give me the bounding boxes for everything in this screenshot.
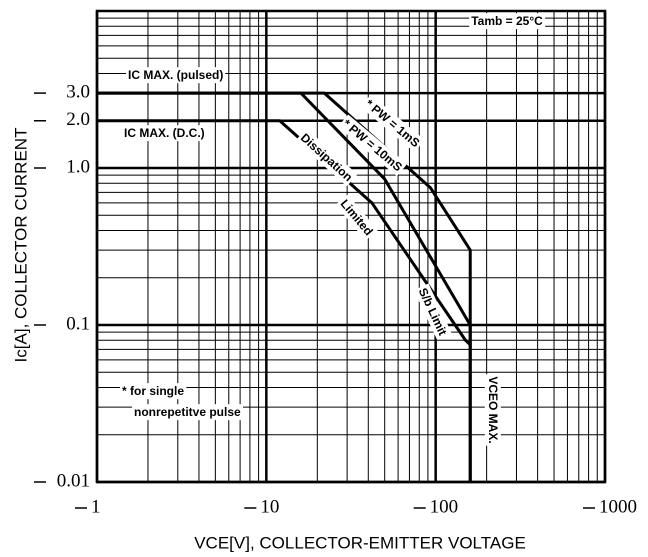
series-line [97,119,472,346]
label-bg [120,383,187,400]
series-line [97,91,472,482]
y-tick-label: 0.01 [57,470,90,491]
label-bg [484,374,501,446]
label-bg [132,404,244,421]
label-bg [295,128,358,187]
label-bg [413,283,452,340]
x-tick-label: 1 [91,496,101,517]
annotation: nonrepetitve pulse [134,405,241,419]
annotation: IC MAX. (D.C.) [124,126,205,140]
label-bg [337,114,408,177]
label-bg [469,13,546,30]
y-tick-label: 2.0 [66,109,90,130]
y-tick-label: 3.0 [66,81,90,102]
label-bg [335,194,378,241]
x-axis-label: VCE[V], COLLECTOR-EMITTER VOLTAGE [194,533,526,552]
annotation: IC MAX. (pulsed) [128,68,223,82]
label-bg [360,94,425,153]
label-bg [126,67,226,84]
y-tick-label: 0.1 [66,313,90,334]
plot-frame [95,9,607,484]
x-tick-label: 100 [430,496,459,517]
x-tick-label: 1000 [599,496,637,517]
label-bg [122,125,207,142]
annotation: Tamb = 25°C [471,14,543,28]
y-axis-label: Ic[A], COLLECTOR CURRENT [11,128,30,363]
annotation: VCEO MAX. [486,376,500,443]
x-tick-label: 10 [260,496,279,517]
annotation: * for single [122,384,184,398]
y-tick-label: 1.0 [66,156,90,177]
